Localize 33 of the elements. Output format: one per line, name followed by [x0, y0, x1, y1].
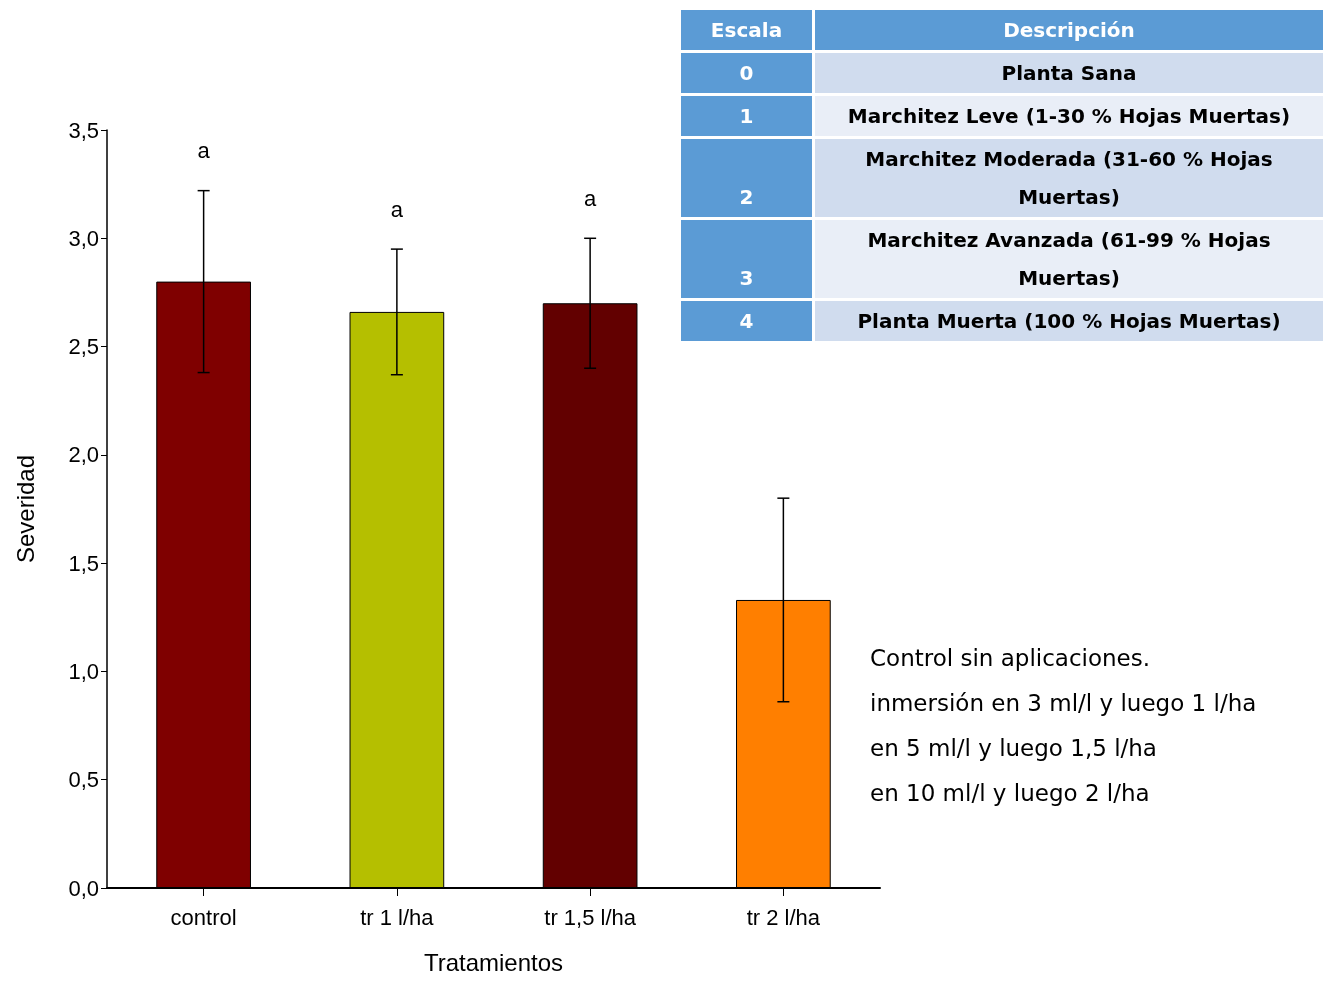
text: Planta Sana: [1001, 61, 1137, 85]
annotation: Control sin aplicaciones.: [870, 644, 1152, 673]
y-tick-label: 1,0: [68, 658, 99, 684]
annotation: Marchitez Moderada (31-60 % Hojas Muertas): [815, 139, 1323, 217]
annotation: 4: [681, 301, 812, 341]
text: 0: [739, 61, 754, 85]
annotation: a: [390, 196, 404, 222]
y-axis-title: Severidad: [11, 454, 39, 564]
y-tick-label: 0,0: [68, 875, 99, 901]
annotation: Planta Muerta (100 % Hojas Muertas): [815, 301, 1323, 341]
annotation: inmersión en 3 ml/l y luego 1 l/ha: [870, 689, 1258, 718]
y-tick-label: 3,0: [68, 225, 99, 251]
annotation: 3: [681, 220, 812, 298]
y-tick-label: 2,0: [68, 442, 99, 468]
x-tick-label: tr 2 l/ha: [746, 904, 821, 930]
text: Marchitez Leve (1-30 % Hojas Muertas): [847, 104, 1291, 128]
y-tick-label: 3,5: [68, 117, 99, 143]
x-tick-label: tr 1,5 l/ha: [544, 904, 637, 930]
annotation: a: [197, 138, 211, 164]
x-tick-label: tr 1 l/ha: [360, 904, 435, 930]
annotation: Marchitez Avanzada (61-99 % Hojas Muertas): [815, 220, 1323, 298]
x-tick-label: control: [170, 904, 237, 930]
annotation: en 5 ml/l y luego 1,5 l/ha: [870, 734, 1158, 763]
text: Descripción: [1003, 18, 1135, 42]
y-tick-label: 1,5: [68, 550, 99, 576]
annotation: a: [584, 185, 597, 211]
annotation: en 10 ml/l y luego 2 l/ha: [870, 779, 1151, 808]
x-axis-title: Tratamientos: [423, 948, 564, 976]
y-tick-label: 2,5: [68, 334, 99, 360]
text: Escala: [710, 18, 783, 42]
text: 1: [739, 104, 754, 128]
annotation: 2: [681, 139, 812, 217]
y-tick-label: 0,5: [68, 767, 99, 793]
